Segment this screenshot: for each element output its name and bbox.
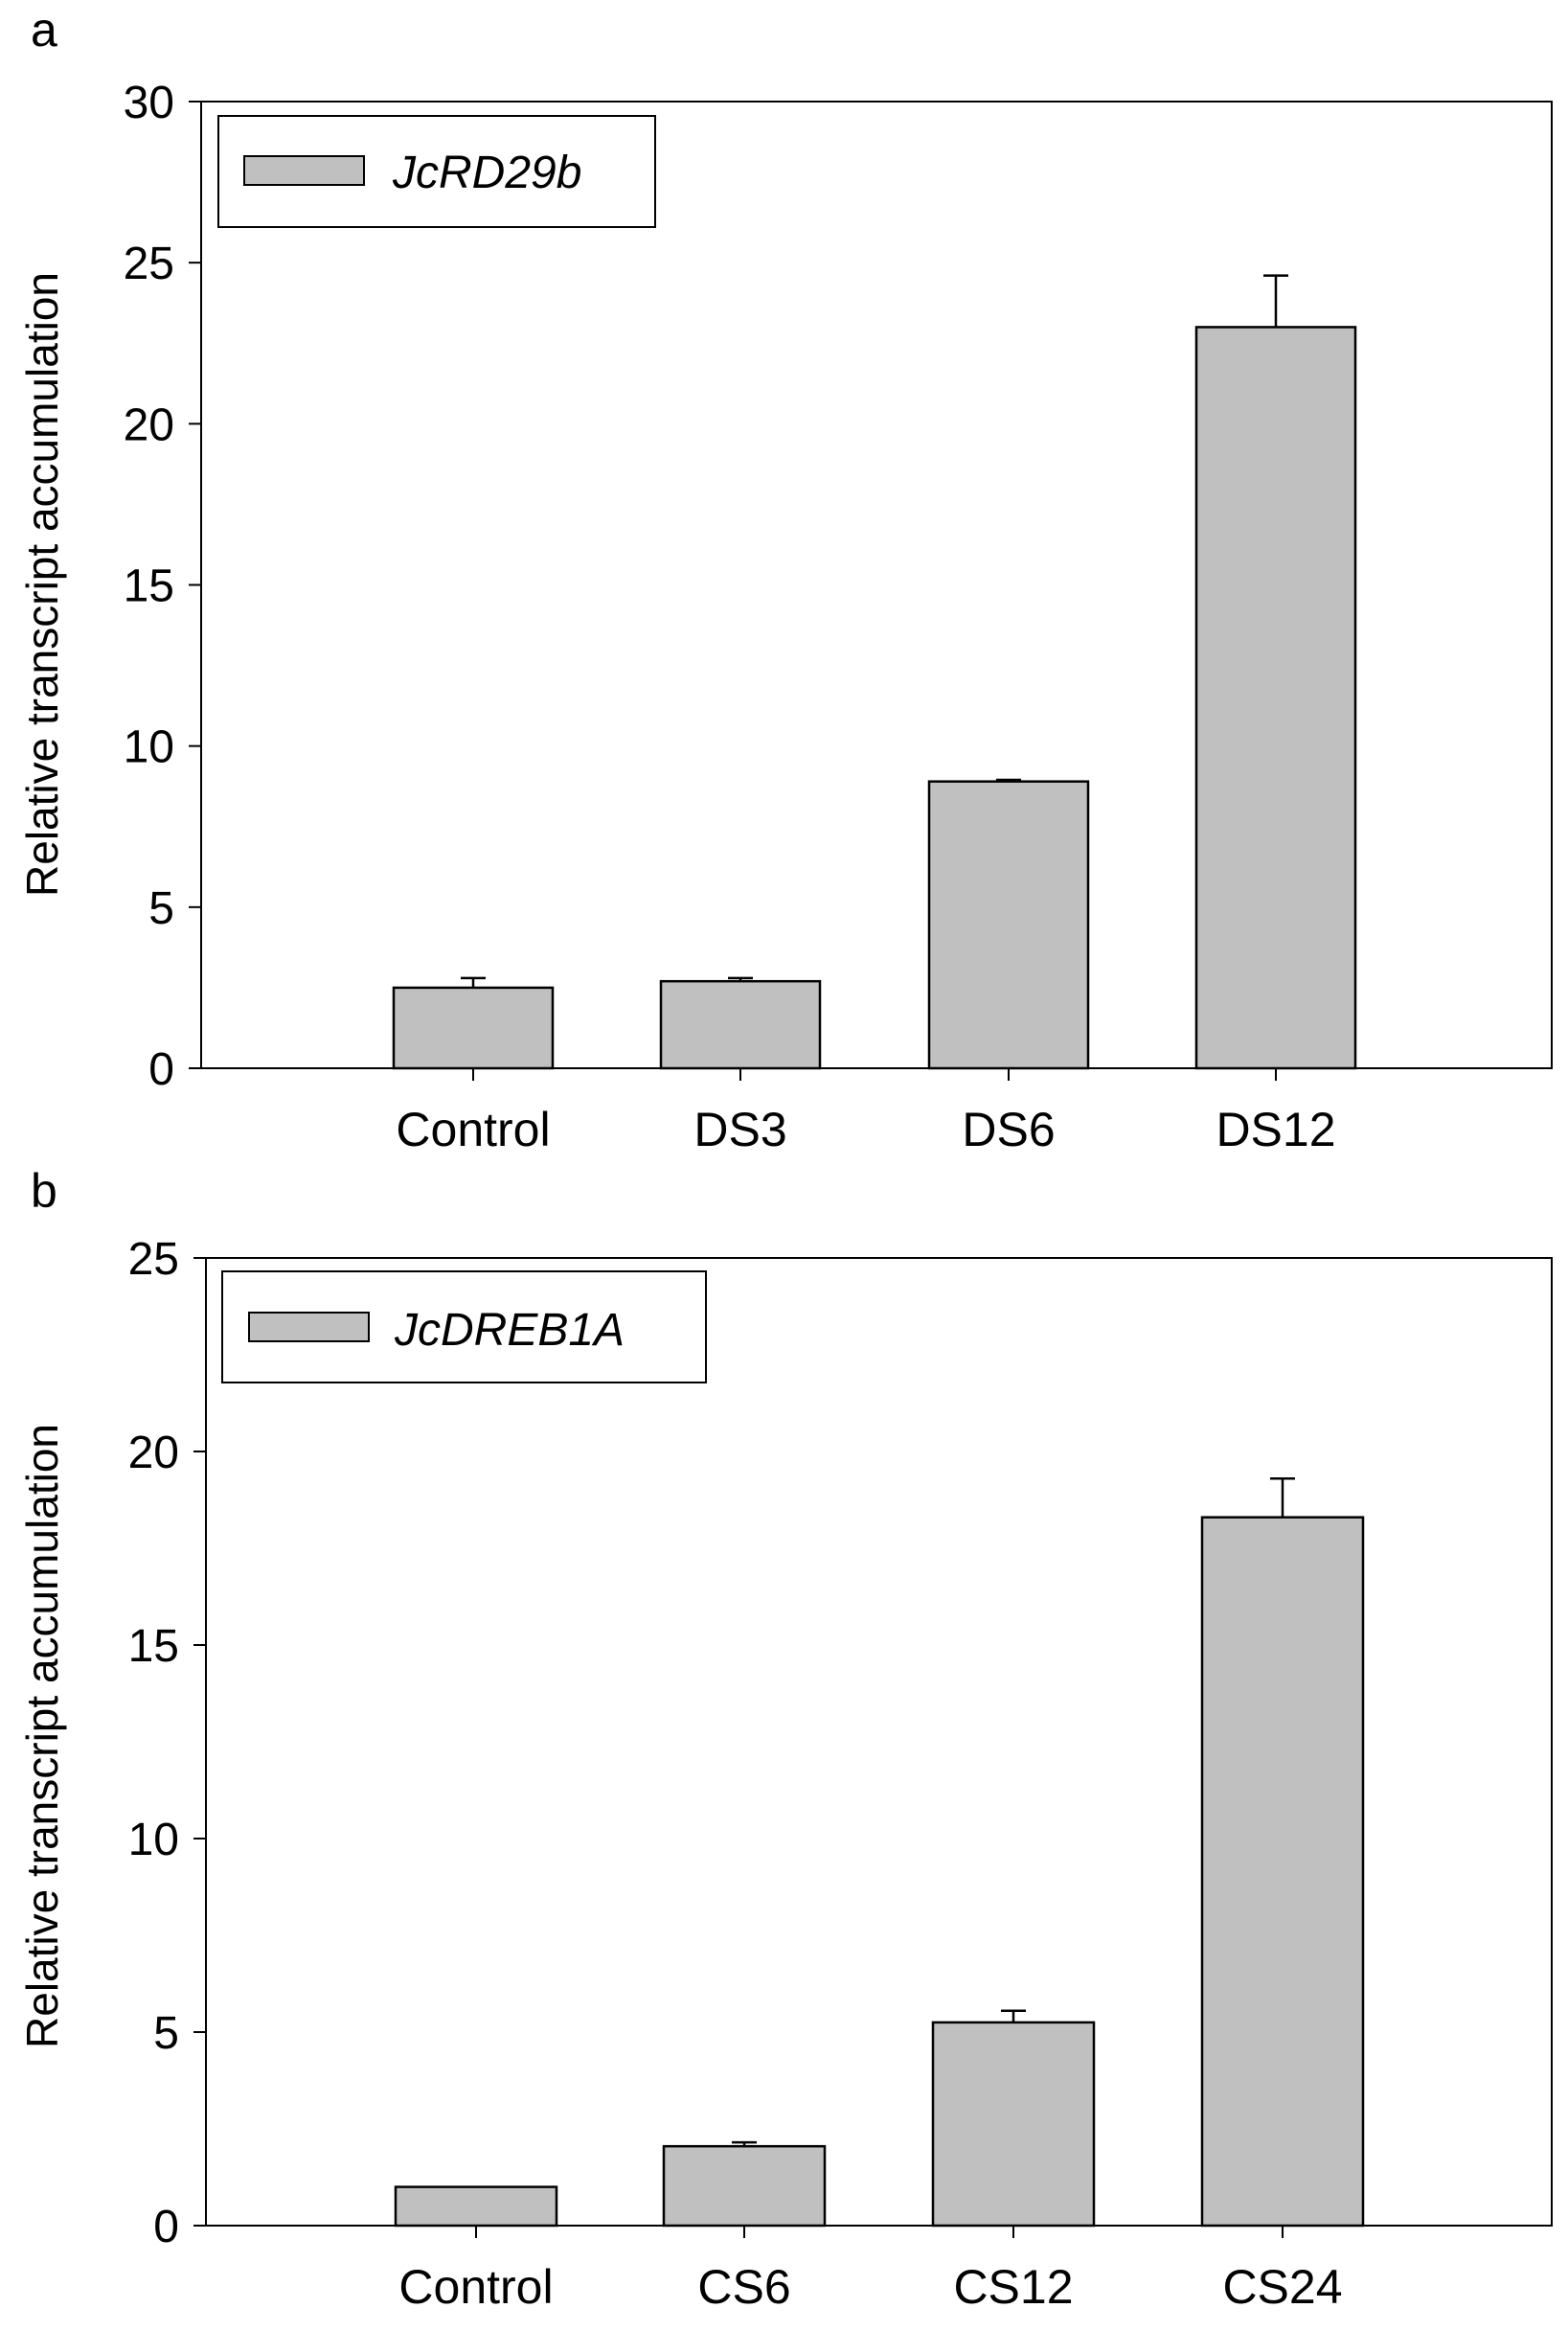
panel-a-y-tick-label: 25 [124, 239, 174, 289]
panel-b-legend-swatch [248, 1312, 370, 1342]
panel-a-y-tick-label: 15 [124, 561, 174, 612]
panel-a-x-tick-label: DS6 [962, 1103, 1055, 1156]
panel-b-x-tick-label: CS24 [1222, 2260, 1342, 2314]
panel-a-y-tick-label: 20 [124, 400, 174, 450]
panel-a-bar-control [392, 986, 555, 1070]
panel-a-bar-ds12 [1194, 326, 1357, 1070]
panel-a-legend: JcRD29b [217, 115, 656, 228]
panel-b-x-tick-label: CS6 [697, 2260, 790, 2314]
panel-a-legend-label: JcRD29b [392, 148, 581, 198]
panel-b-y-tick-label: 15 [128, 1621, 179, 1672]
panel-b-y-tick-label: 5 [153, 2008, 179, 2059]
panel-a-bar-ds6 [927, 780, 1090, 1070]
panel-a-x-tick-label: Control [396, 1103, 550, 1156]
panel-a-marks: 0 5 10 15 20 25 30 Control DS3 DS6 DS12 [124, 78, 1553, 1156]
panel-a-y-tick-label: 0 [148, 1044, 174, 1095]
panel-a-x-tick-label: DS3 [693, 1103, 786, 1156]
panel-a-y-tick-label: 10 [124, 722, 174, 773]
panel-a-legend-swatch [243, 155, 365, 186]
panel-b-bar-control [394, 2185, 558, 2228]
panel-b-x-tick-label: Control [398, 2260, 553, 2314]
panel-b-legend: JcDREB1A [221, 1270, 707, 1383]
panel-b-letter: b [31, 1164, 57, 1218]
panel-b-marks: 0 5 10 15 20 25 Control CS6 CS12 CS24 [128, 1234, 1553, 2314]
panel-b-y-tick-label: 20 [128, 1428, 179, 1478]
panel-b-legend-box [221, 1270, 707, 1383]
panel-b-y-tick-label: 10 [128, 1815, 179, 1865]
panel-a-y-axis-title: Relative transcript accumulation [17, 272, 67, 897]
panel-b-legend-label: JcDREB1A [394, 1305, 625, 1356]
panel-b-bar-cs24 [1200, 1516, 1365, 2228]
panel-b-y-tick-label: 25 [128, 1234, 179, 1285]
panel-b: b Relative transcript accumulation JcDRE… [17, 1164, 1553, 2314]
panel-a-y-tick-label: 5 [148, 883, 174, 934]
panel-b-bar-cs12 [931, 2021, 1096, 2228]
panel-b-plot-frame [205, 1257, 1553, 2227]
panel-b-bar-cs6 [662, 2144, 827, 2228]
panel-a-legend-box [217, 115, 656, 228]
panel-b-x-tick-label: CS12 [953, 2260, 1073, 2314]
panel-a-bar-ds3 [659, 979, 822, 1070]
panel-a: a Relative transcript accumulation JcRD2… [17, 3, 1553, 1156]
panel-b-y-axis-title: Relative transcript accumulation [17, 1424, 67, 2048]
panel-a-x-tick-label: DS12 [1216, 1103, 1335, 1156]
panel-a-y-tick-label: 30 [124, 78, 174, 128]
panel-a-letter: a [31, 3, 57, 57]
panel-b-y-tick-label: 0 [153, 2202, 179, 2252]
